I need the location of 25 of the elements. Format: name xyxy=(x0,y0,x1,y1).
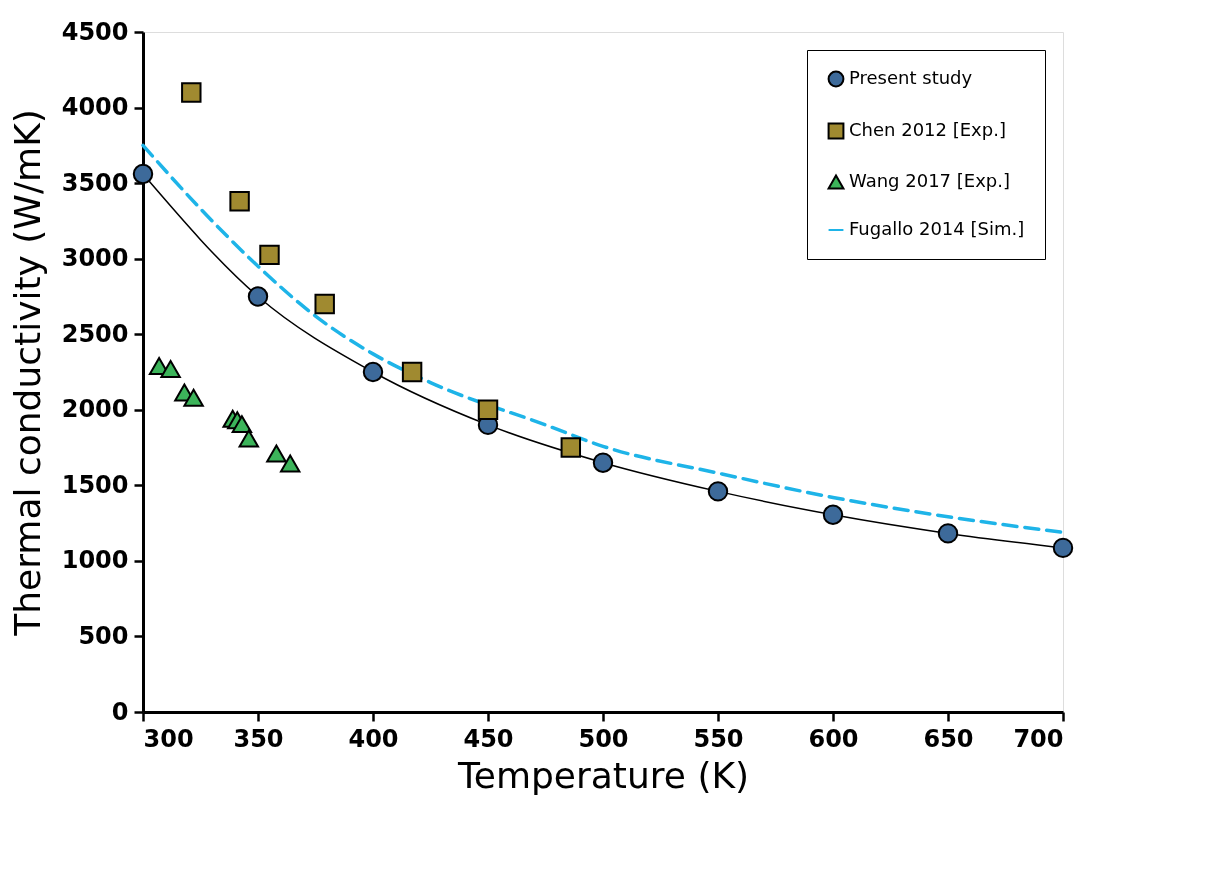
legend-label: Fugallo 2014 [Sim.] xyxy=(849,218,1025,239)
x-tick-label: 500 xyxy=(578,724,629,753)
y-tick-label: 4000 xyxy=(61,93,129,122)
x-tick-label: 700 xyxy=(1013,724,1064,753)
y-tick-label: 4500 xyxy=(61,17,129,46)
legend-label: Present study xyxy=(849,67,973,88)
y-tick-label: 3500 xyxy=(61,168,129,197)
y-tick-label: 1500 xyxy=(61,470,129,499)
y-tick-label: 3000 xyxy=(61,244,129,273)
legend-label: Wang 2017 [Exp.] xyxy=(849,170,1010,191)
y-tick-label: 500 xyxy=(78,621,129,650)
x-tick-label: 350 xyxy=(233,724,284,753)
x-tick-label: 400 xyxy=(348,724,399,753)
x-axis-title: Temperature (K) xyxy=(456,754,750,796)
y-tick-label: 1000 xyxy=(61,546,129,575)
legend-label: Chen 2012 [Exp.] xyxy=(849,119,1006,140)
y-tick-label: 2500 xyxy=(61,319,129,348)
y-tick-label: 2000 xyxy=(61,395,129,424)
x-tick-label: 650 xyxy=(923,724,974,753)
x-tick-label: 300 xyxy=(143,724,194,753)
y-axis-title: Thermal conductivity (W/mK) xyxy=(6,109,48,637)
x-tick-label: 550 xyxy=(693,724,744,753)
x-tick-label: 600 xyxy=(808,724,859,753)
y-tick-label: 0 xyxy=(111,697,129,726)
x-tick-label: 450 xyxy=(463,724,514,753)
